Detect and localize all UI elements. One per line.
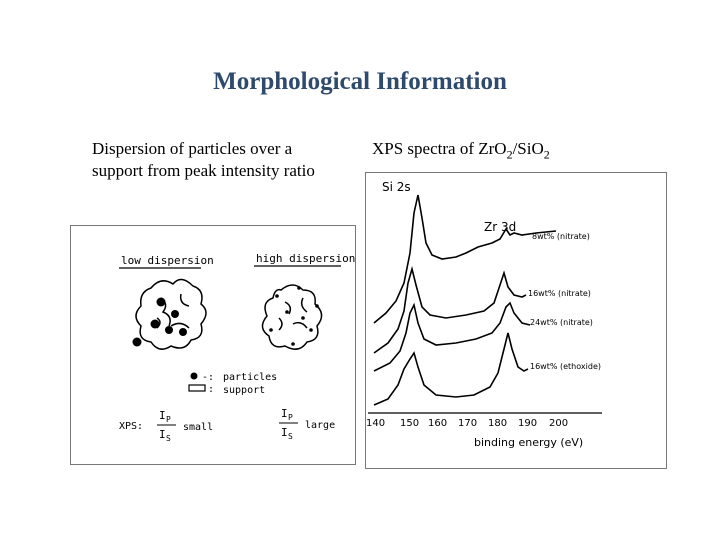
trace-label-1: 8wt% (nitrate) (532, 232, 590, 241)
high-ratio-result: large (305, 420, 335, 431)
x-tick-label: 140 (366, 418, 385, 429)
svg-text:S: S (166, 434, 171, 443)
svg-text:I: I (159, 428, 166, 441)
xps-spectra-figure: Si 2s Zr 3d 8wt% (nitrate) 16wt% (nitrat… (365, 172, 667, 469)
spectrum-trace-4 (373, 332, 529, 406)
xps-caption-o1: O (494, 139, 507, 158)
trace-label-4: 16wt% (ethoxide) (530, 362, 601, 371)
xps-caption: XPS spectra of ZrO2/SiO2 (372, 138, 672, 165)
spectrum-trace-2 (373, 265, 527, 354)
svg-text::: : (208, 384, 214, 395)
xps-caption-prefix: XPS spectra of Zr (372, 139, 495, 158)
si-2s-peak-label: Si 2s (382, 180, 411, 194)
svg-text:P: P (166, 415, 171, 424)
low-particle (132, 337, 142, 347)
xps-caption-sub1: 2 (506, 147, 513, 162)
svg-text:I: I (159, 409, 166, 422)
svg-text:I: I (281, 407, 288, 420)
svg-text:I: I (281, 426, 288, 439)
xps-ratio-label: XPS: (119, 421, 143, 432)
low-ratio-result: small (183, 422, 213, 433)
high-dispersion-label: high dispersion (256, 252, 355, 265)
low-particle (165, 326, 173, 334)
xps-spectra-plot: Si 2s Zr 3d 8wt% (nitrate) 16wt% (nitrat… (366, 180, 602, 449)
low-ratio: I P I S (157, 409, 176, 443)
trace-label-2: 16wt% (nitrate) (528, 289, 591, 298)
dispersion-diagram: low dispersion high dispersion -: parti (119, 252, 355, 443)
xps-caption-slash: /Si (512, 139, 532, 158)
low-particle (150, 319, 160, 329)
x-axis-label: binding energy (eV) (474, 436, 583, 449)
spectrum-trace-3 (373, 301, 531, 372)
dispersion-figure: low dispersion high dispersion -: parti (70, 225, 356, 465)
xps-caption-sub2: 2 (543, 147, 550, 162)
x-tick-label: 170 (458, 418, 477, 429)
xps-caption-o2: O (531, 139, 544, 158)
x-tick-label: 200 (549, 418, 568, 429)
svg-text:P: P (288, 413, 293, 422)
slide-title: Morphological Information (213, 68, 507, 95)
low-dispersion-label: low dispersion (121, 254, 214, 267)
high-small-particles (269, 286, 319, 346)
low-particle (179, 328, 187, 336)
low-particle (156, 297, 166, 307)
support-legend-label: support (223, 385, 265, 396)
dispersion-caption: Dispersion of particles over a support f… (92, 139, 315, 180)
zr-3d-peak-label: Zr 3d (484, 220, 516, 234)
particles-legend-label: particles (223, 372, 277, 383)
x-tick-label: 160 (428, 418, 447, 429)
x-tick-label: 150 (400, 418, 419, 429)
high-dispersion-particle-cluster (261, 284, 323, 350)
spectrum-trace-1 (373, 194, 557, 324)
x-tick-label: 180 (488, 418, 507, 429)
trace-label-3: 24wt% (nitrate) (530, 318, 593, 327)
x-axis-ticks: 140 150 160 170 180 190 200 (366, 418, 568, 429)
low-dispersion-particle-cluster (135, 278, 207, 350)
high-ratio: I P I S (279, 407, 298, 441)
low-particle (171, 310, 179, 318)
x-tick-label: 190 (518, 418, 537, 429)
svg-text:S: S (288, 432, 293, 441)
spectra-traces (373, 194, 557, 406)
particles-legend-icon (190, 372, 198, 380)
svg-text:-:: -: (202, 372, 214, 383)
support-legend-icon (188, 384, 206, 392)
